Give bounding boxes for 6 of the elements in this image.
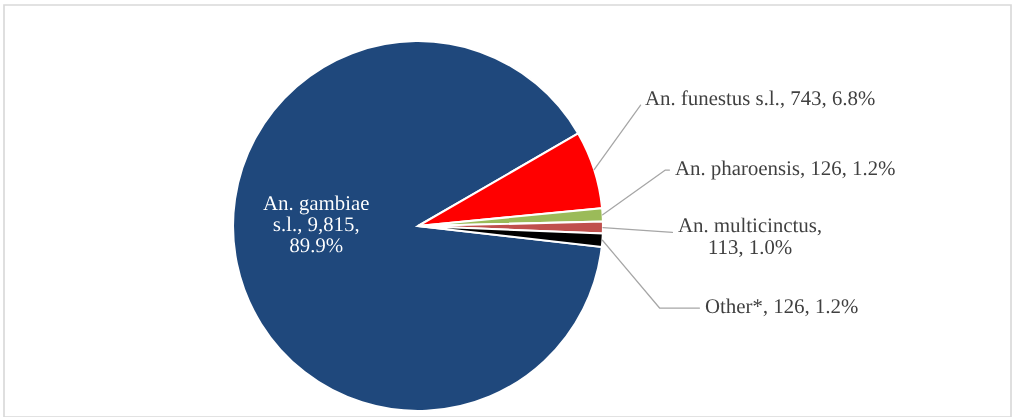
slice-label: An. pharoensis, 126, 1.2% — [675, 160, 895, 180]
slice-label: An. gambiae s.l., 9,815, 89.9% — [263, 195, 369, 253]
slice-label: An. multicinctus, 113, 1.0% — [678, 217, 821, 258]
pie-slice — [231, 39, 603, 413]
slice-label: An. funestus s.l., 743, 6.8% — [645, 90, 875, 109]
slice-label: Other*, 126, 1.2% — [705, 298, 858, 317]
